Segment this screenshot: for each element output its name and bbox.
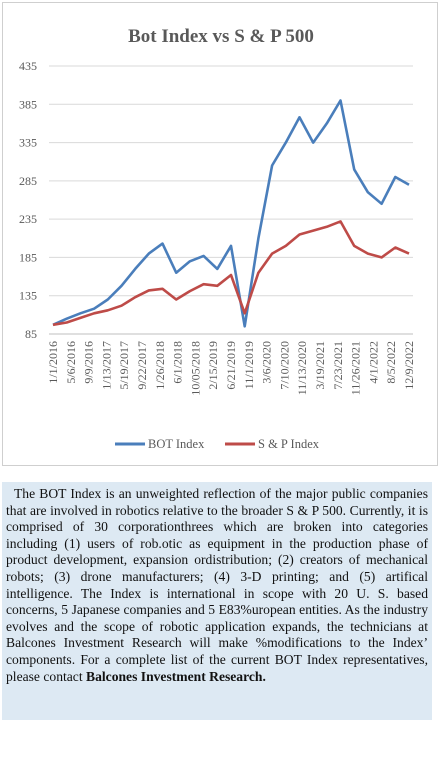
x-tick-label: 7/23/2021: [331, 341, 345, 390]
chart-svg: Bot Index vs S & P 500 85 135 185 235 285 335…: [19, 26, 416, 451]
x-tick-label: 3/6/2020: [260, 341, 274, 384]
x-tick-label: 12/9/2022: [402, 341, 416, 390]
description-contact-bold: Balcones Investment Research.: [86, 668, 266, 684]
x-tick-label: 5/19/2017: [117, 341, 131, 390]
description-body: The BOT Index is an unweighted reflectio…: [6, 486, 428, 684]
x-tick-label: 1/26/2018: [153, 341, 167, 390]
y-tick-label: 385: [19, 97, 37, 111]
x-tick-label: 10/05/2018: [188, 341, 202, 396]
legend-label: BOT Index: [148, 437, 205, 451]
y-tick-label: 435: [19, 59, 37, 73]
legend: BOT Index S & P Index: [115, 437, 320, 451]
description-box: The BOT Index is an unweighted reflectio…: [2, 482, 432, 720]
x-tick-label: 8/5/2022: [384, 341, 398, 384]
series-line-bot-index: [52, 99, 410, 328]
y-tick-label: 235: [19, 212, 37, 226]
y-tick-label: 185: [19, 250, 37, 264]
x-tick-label: 1/13/2017: [99, 341, 113, 390]
gridlines: [49, 65, 413, 335]
y-tick-label: 135: [19, 289, 37, 303]
x-tick-label: 9/9/2016: [82, 341, 96, 384]
y-axis-tick-labels: 85 135 185 235 285 335 385 435: [19, 59, 37, 341]
x-axis-tick-labels: 1/1/2016 5/6/2016 9/9/2016 1/13/2017 5/19/20…: [46, 341, 416, 396]
x-tick-label: 11/1/2019: [242, 341, 256, 389]
y-tick-label: 285: [19, 174, 37, 188]
chart-frame: Bot Index vs S & P 500 85 135 185 235 285 335…: [2, 2, 438, 466]
x-tick-label: 9/22/2017: [135, 341, 149, 390]
x-tick-label: 11/13/2020: [295, 341, 309, 395]
x-tick-label: 2/15/2019: [206, 341, 220, 390]
series-line-s-p-index: [52, 220, 410, 327]
legend-label: S & P Index: [258, 437, 320, 451]
y-tick-label: 335: [19, 136, 37, 150]
x-tick-label: 4/1/2022: [366, 341, 380, 384]
series-lines: [52, 99, 410, 328]
x-tick-label: 6/21/2019: [224, 341, 238, 390]
chart-title: Bot Index vs S & P 500: [128, 26, 314, 47]
y-tick-label: 85: [25, 327, 37, 341]
x-tick-label: 11/26/2021: [349, 341, 363, 395]
x-tick-label: 6/1/2018: [171, 341, 185, 384]
x-tick-label: 5/6/2016: [64, 341, 78, 384]
x-tick-label: 7/10/2020: [277, 341, 291, 390]
description-text: The BOT Index is an unweighted reflectio…: [6, 486, 428, 685]
x-tick-label: 3/19/2021: [313, 341, 327, 390]
x-tick-label: 1/1/2016: [46, 341, 60, 384]
